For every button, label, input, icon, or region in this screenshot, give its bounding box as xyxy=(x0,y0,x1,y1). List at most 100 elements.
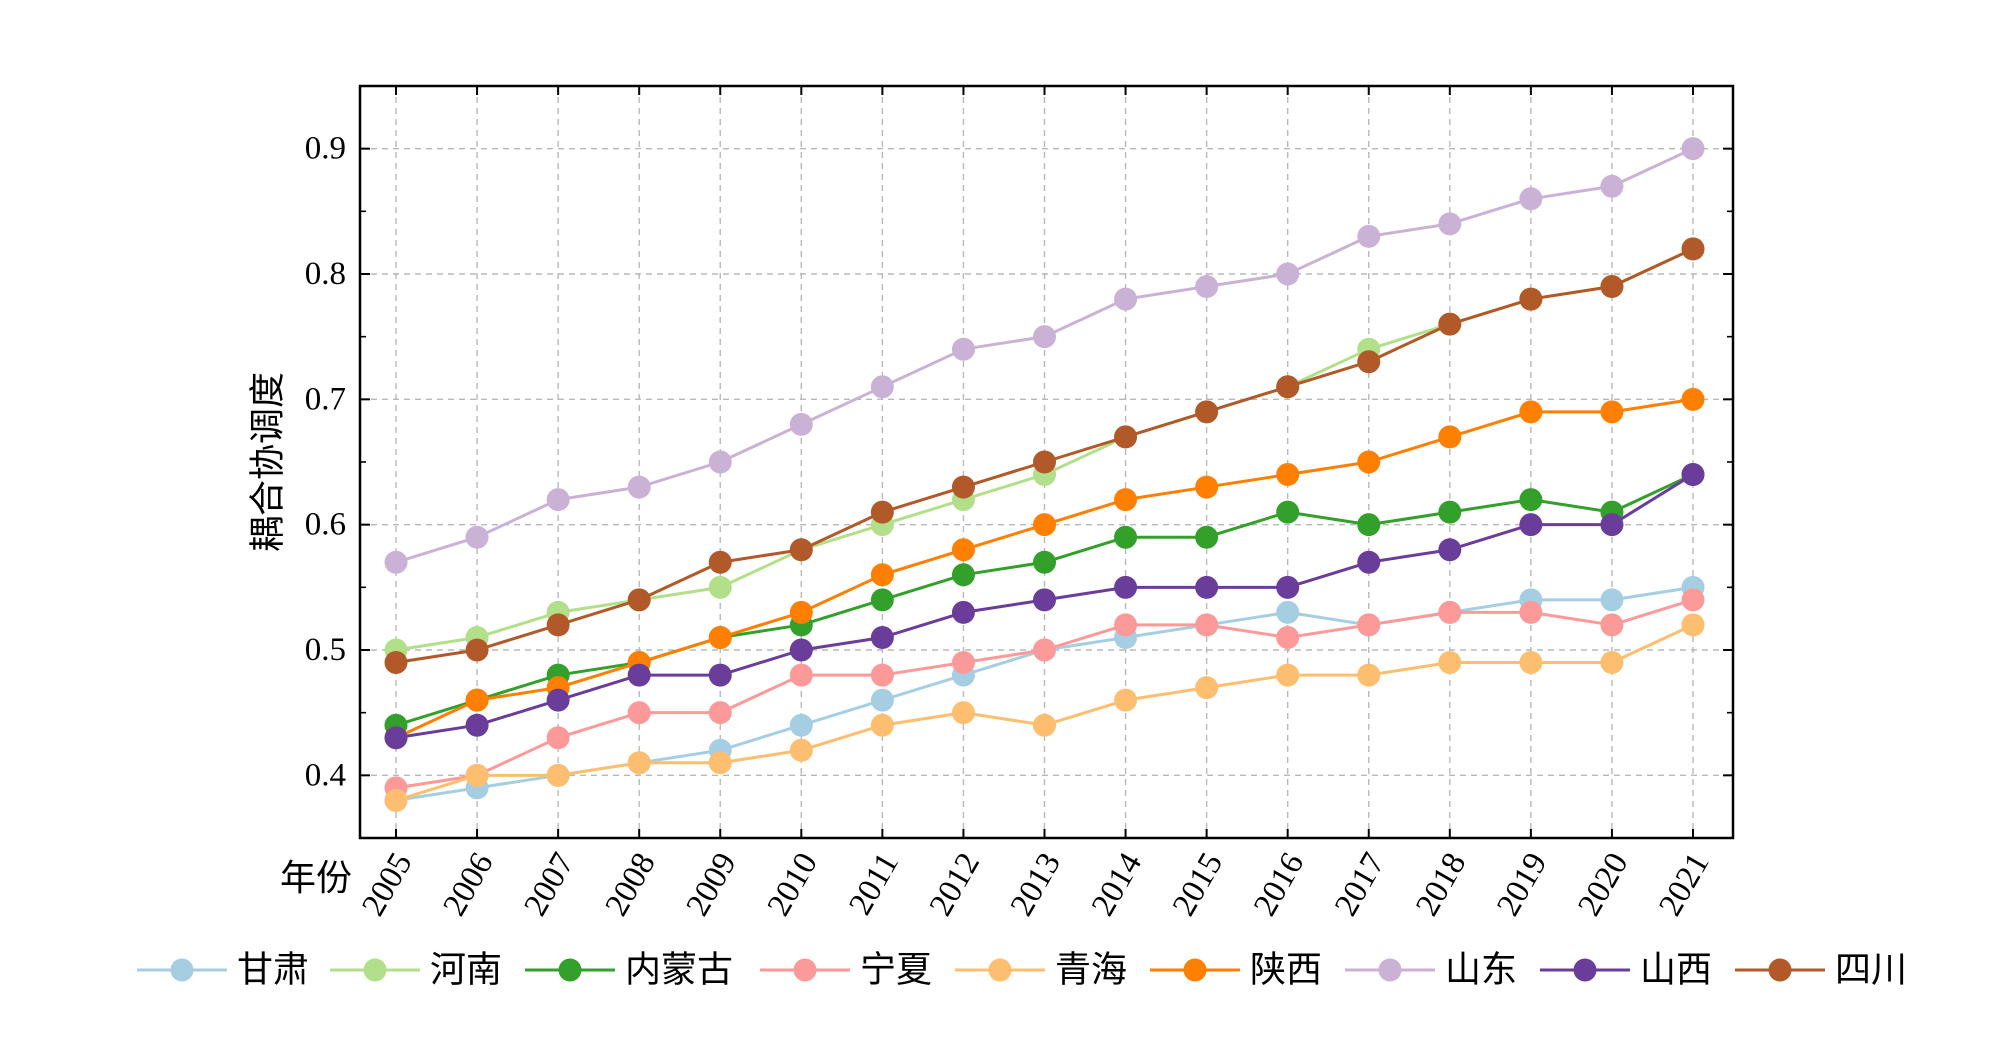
legend-marker xyxy=(793,958,817,982)
legend-item: 内蒙古 xyxy=(525,950,733,991)
x-tick-label: 2010 xyxy=(761,847,825,922)
data-point xyxy=(951,600,975,624)
data-point xyxy=(951,563,975,587)
data-point xyxy=(1357,613,1381,637)
data-point xyxy=(708,450,732,474)
data-point xyxy=(1600,400,1624,424)
data-point xyxy=(1033,588,1056,612)
data-point xyxy=(1114,575,1138,599)
data-point xyxy=(1195,575,1219,599)
legend: 甘肃 河南 内蒙古 宁夏 青海 陕西 山东 山西 四川 xyxy=(137,950,1907,991)
data-point xyxy=(465,688,489,712)
data-point xyxy=(627,751,651,775)
data-point xyxy=(1600,588,1624,612)
legend-item: 青海 xyxy=(955,950,1127,991)
y-tick-label: 0.8 xyxy=(305,256,346,292)
data-point xyxy=(870,500,894,524)
data-point xyxy=(1519,488,1543,512)
data-point xyxy=(1438,212,1462,236)
data-point xyxy=(1357,350,1381,374)
data-point xyxy=(951,475,975,499)
data-point xyxy=(1276,625,1300,649)
data-point xyxy=(1195,676,1219,700)
data-point xyxy=(1033,513,1056,537)
data-point xyxy=(1600,613,1624,637)
data-point xyxy=(1519,187,1543,211)
x-tick-label: 2015 xyxy=(1166,847,1230,922)
y-axis-title: 耦合协调度 xyxy=(248,372,289,552)
data-point xyxy=(1276,463,1300,487)
x-tick-label: 2021 xyxy=(1652,847,1716,922)
data-point xyxy=(1681,588,1705,612)
data-point xyxy=(870,375,894,399)
axis-ticks: 2005 2006 2007 2008 2009 2010 2011 2012 2013 2014… xyxy=(305,85,1733,922)
series-山东 xyxy=(384,137,1705,574)
data-point xyxy=(789,738,813,762)
data-point xyxy=(384,788,408,812)
data-point xyxy=(465,638,489,662)
data-point xyxy=(1033,325,1056,349)
data-point xyxy=(1600,174,1624,198)
data-point xyxy=(546,688,570,712)
legend-label: 山西 xyxy=(1640,950,1712,991)
data-point xyxy=(870,663,894,687)
data-point xyxy=(1681,387,1705,411)
legend-marker xyxy=(1183,958,1207,982)
x-tick-label: 2017 xyxy=(1328,847,1392,922)
data-point xyxy=(1276,262,1300,286)
legend-marker xyxy=(558,958,582,982)
data-point xyxy=(1276,663,1300,687)
legend-label: 山东 xyxy=(1445,950,1517,991)
data-point xyxy=(1438,600,1462,624)
legend-label: 宁夏 xyxy=(860,950,932,991)
data-point xyxy=(384,726,408,750)
data-point xyxy=(1033,450,1056,474)
x-tick-label: 2011 xyxy=(842,847,906,921)
data-point xyxy=(1195,275,1219,299)
x-tick-label: 2007 xyxy=(518,847,582,922)
data-point xyxy=(789,538,813,562)
data-point xyxy=(951,538,975,562)
y-tick-label: 0.9 xyxy=(305,131,346,167)
data-point xyxy=(870,625,894,649)
data-point xyxy=(1519,400,1543,424)
data-point xyxy=(1114,525,1138,549)
data-point xyxy=(789,663,813,687)
data-point xyxy=(789,638,813,662)
legend-label: 四川 xyxy=(1835,950,1907,991)
legend-label: 甘肃 xyxy=(237,950,309,991)
data-point xyxy=(1276,600,1300,624)
data-point xyxy=(951,651,975,675)
y-tick-label: 0.7 xyxy=(305,381,346,417)
data-point xyxy=(708,625,732,649)
data-point xyxy=(789,713,813,737)
legend-marker xyxy=(1573,958,1597,982)
data-point xyxy=(1195,400,1219,424)
data-point xyxy=(465,713,489,737)
data-point xyxy=(465,763,489,787)
data-point xyxy=(627,663,651,687)
data-point xyxy=(870,713,894,737)
data-point xyxy=(1519,287,1543,311)
x-tick-label: 2013 xyxy=(1004,847,1068,922)
data-point xyxy=(708,663,732,687)
data-point xyxy=(1681,237,1705,261)
data-point xyxy=(1681,463,1705,487)
data-point xyxy=(789,600,813,624)
data-point xyxy=(1276,500,1300,524)
series-山西 xyxy=(384,463,1705,750)
data-point xyxy=(870,688,894,712)
data-point xyxy=(1600,275,1624,299)
data-point xyxy=(1033,713,1056,737)
y-tick-label: 0.4 xyxy=(305,757,346,793)
y-tick-label: 0.6 xyxy=(305,507,346,543)
data-point xyxy=(1357,450,1381,474)
data-point xyxy=(1276,375,1300,399)
data-point xyxy=(951,701,975,725)
x-tick-label: 2008 xyxy=(599,847,663,922)
data-point xyxy=(1114,688,1138,712)
x-axis-title: 年份 xyxy=(280,858,352,899)
x-tick-label: 2016 xyxy=(1247,847,1311,922)
data-point xyxy=(708,575,732,599)
